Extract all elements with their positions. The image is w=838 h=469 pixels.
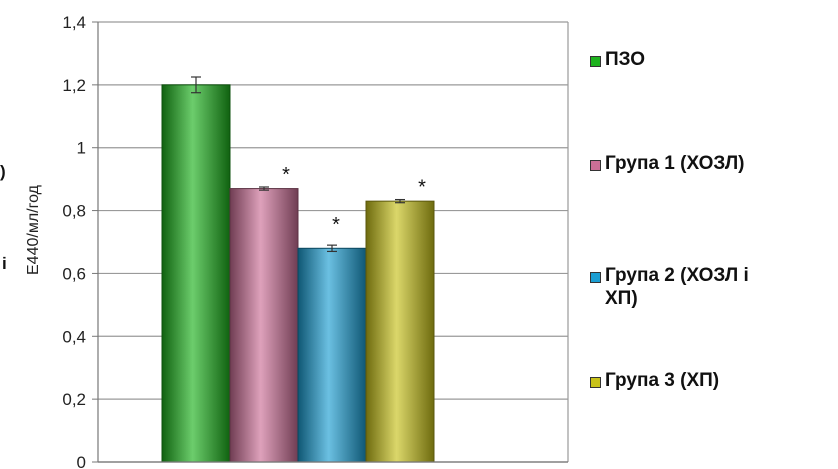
significance-asterisk: * [332,214,340,236]
legend-item-group-1: Група 1 (ХОЗЛ) [590,152,745,175]
y-tick-label: 1 [77,139,86,158]
y-tick-label: 0 [77,453,86,469]
clipped-edge-text-middle: і [2,254,7,273]
legend-label: Група 3 (ХП) [605,370,720,391]
y-tick-label: 0,4 [62,327,86,346]
y-tick-label: 1,4 [62,13,86,32]
y-tick-label: 1,2 [62,76,86,95]
y-tick-label: 0,6 [62,264,86,283]
y-tick-label: 0,2 [62,390,86,409]
bars [161,84,435,463]
clipped-edge-text-top: ) [0,162,6,181]
bar-1 [161,84,231,463]
significance-asterisk: * [418,177,426,199]
bar-3 [297,247,367,463]
legend-item-pzo: ПЗО [590,48,645,71]
y-tick-label: 0,8 [62,202,86,221]
legend-swatch [590,377,601,388]
significance-markers: * * * [282,164,426,236]
y-tick-labels: 0 0,2 0,4 0,6 0,8 1 1,2 1,4 [62,13,86,469]
legend-item-group-3: Група 3 (ХП) [590,369,719,392]
error-bars [191,76,405,253]
legend-label: Група 1 (ХОЗЛ) [605,153,745,174]
bar-2 [229,188,299,463]
significance-asterisk: * [282,164,290,186]
legend-swatch [590,56,601,67]
legend-label-block: Група 2 (ХОЗЛ і ХП) [605,264,749,310]
legend-swatch [590,272,601,283]
legend-item-group-2: Група 2 (ХОЗЛ і ХП) [590,264,749,310]
legend-label: ПЗО [605,49,646,70]
legend-label-line: Група 2 (ХОЗЛ і [605,265,749,286]
legend-label-line: ХП) [605,288,638,309]
y-axis-label: Е440/мл/год [25,184,42,275]
bar-4 [365,200,435,463]
legend-swatch [590,160,601,171]
